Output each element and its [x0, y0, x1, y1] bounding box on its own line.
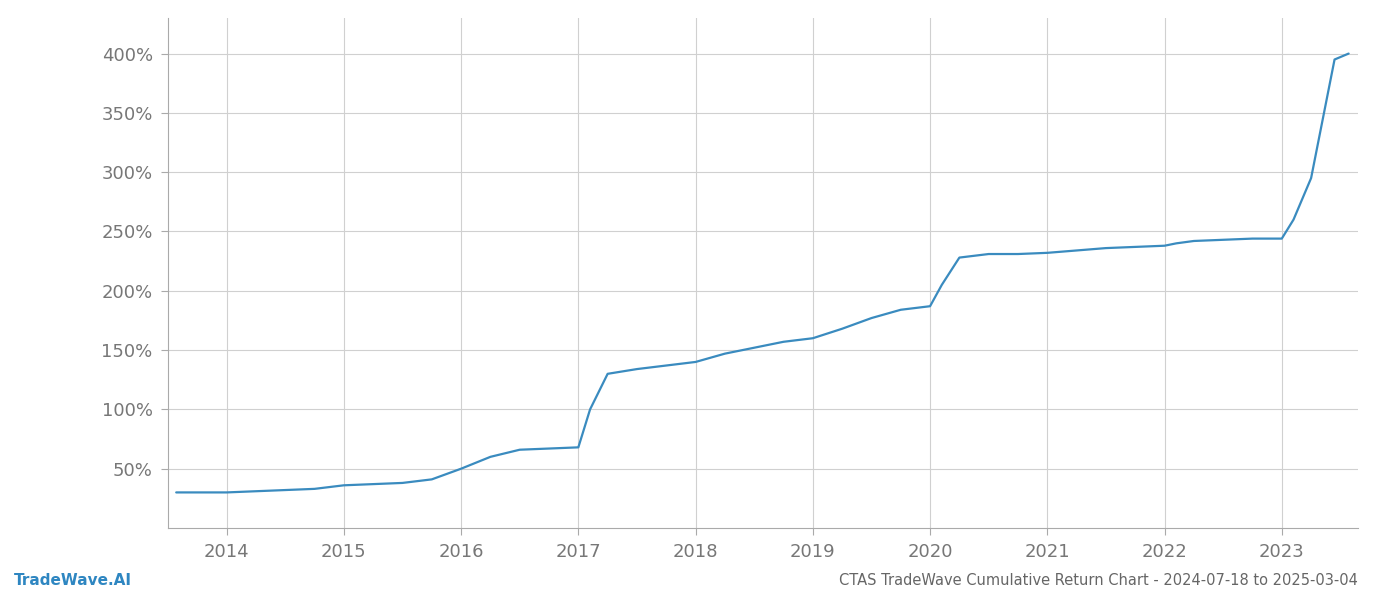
Text: TradeWave.AI: TradeWave.AI — [14, 573, 132, 588]
Text: CTAS TradeWave Cumulative Return Chart - 2024-07-18 to 2025-03-04: CTAS TradeWave Cumulative Return Chart -… — [839, 573, 1358, 588]
